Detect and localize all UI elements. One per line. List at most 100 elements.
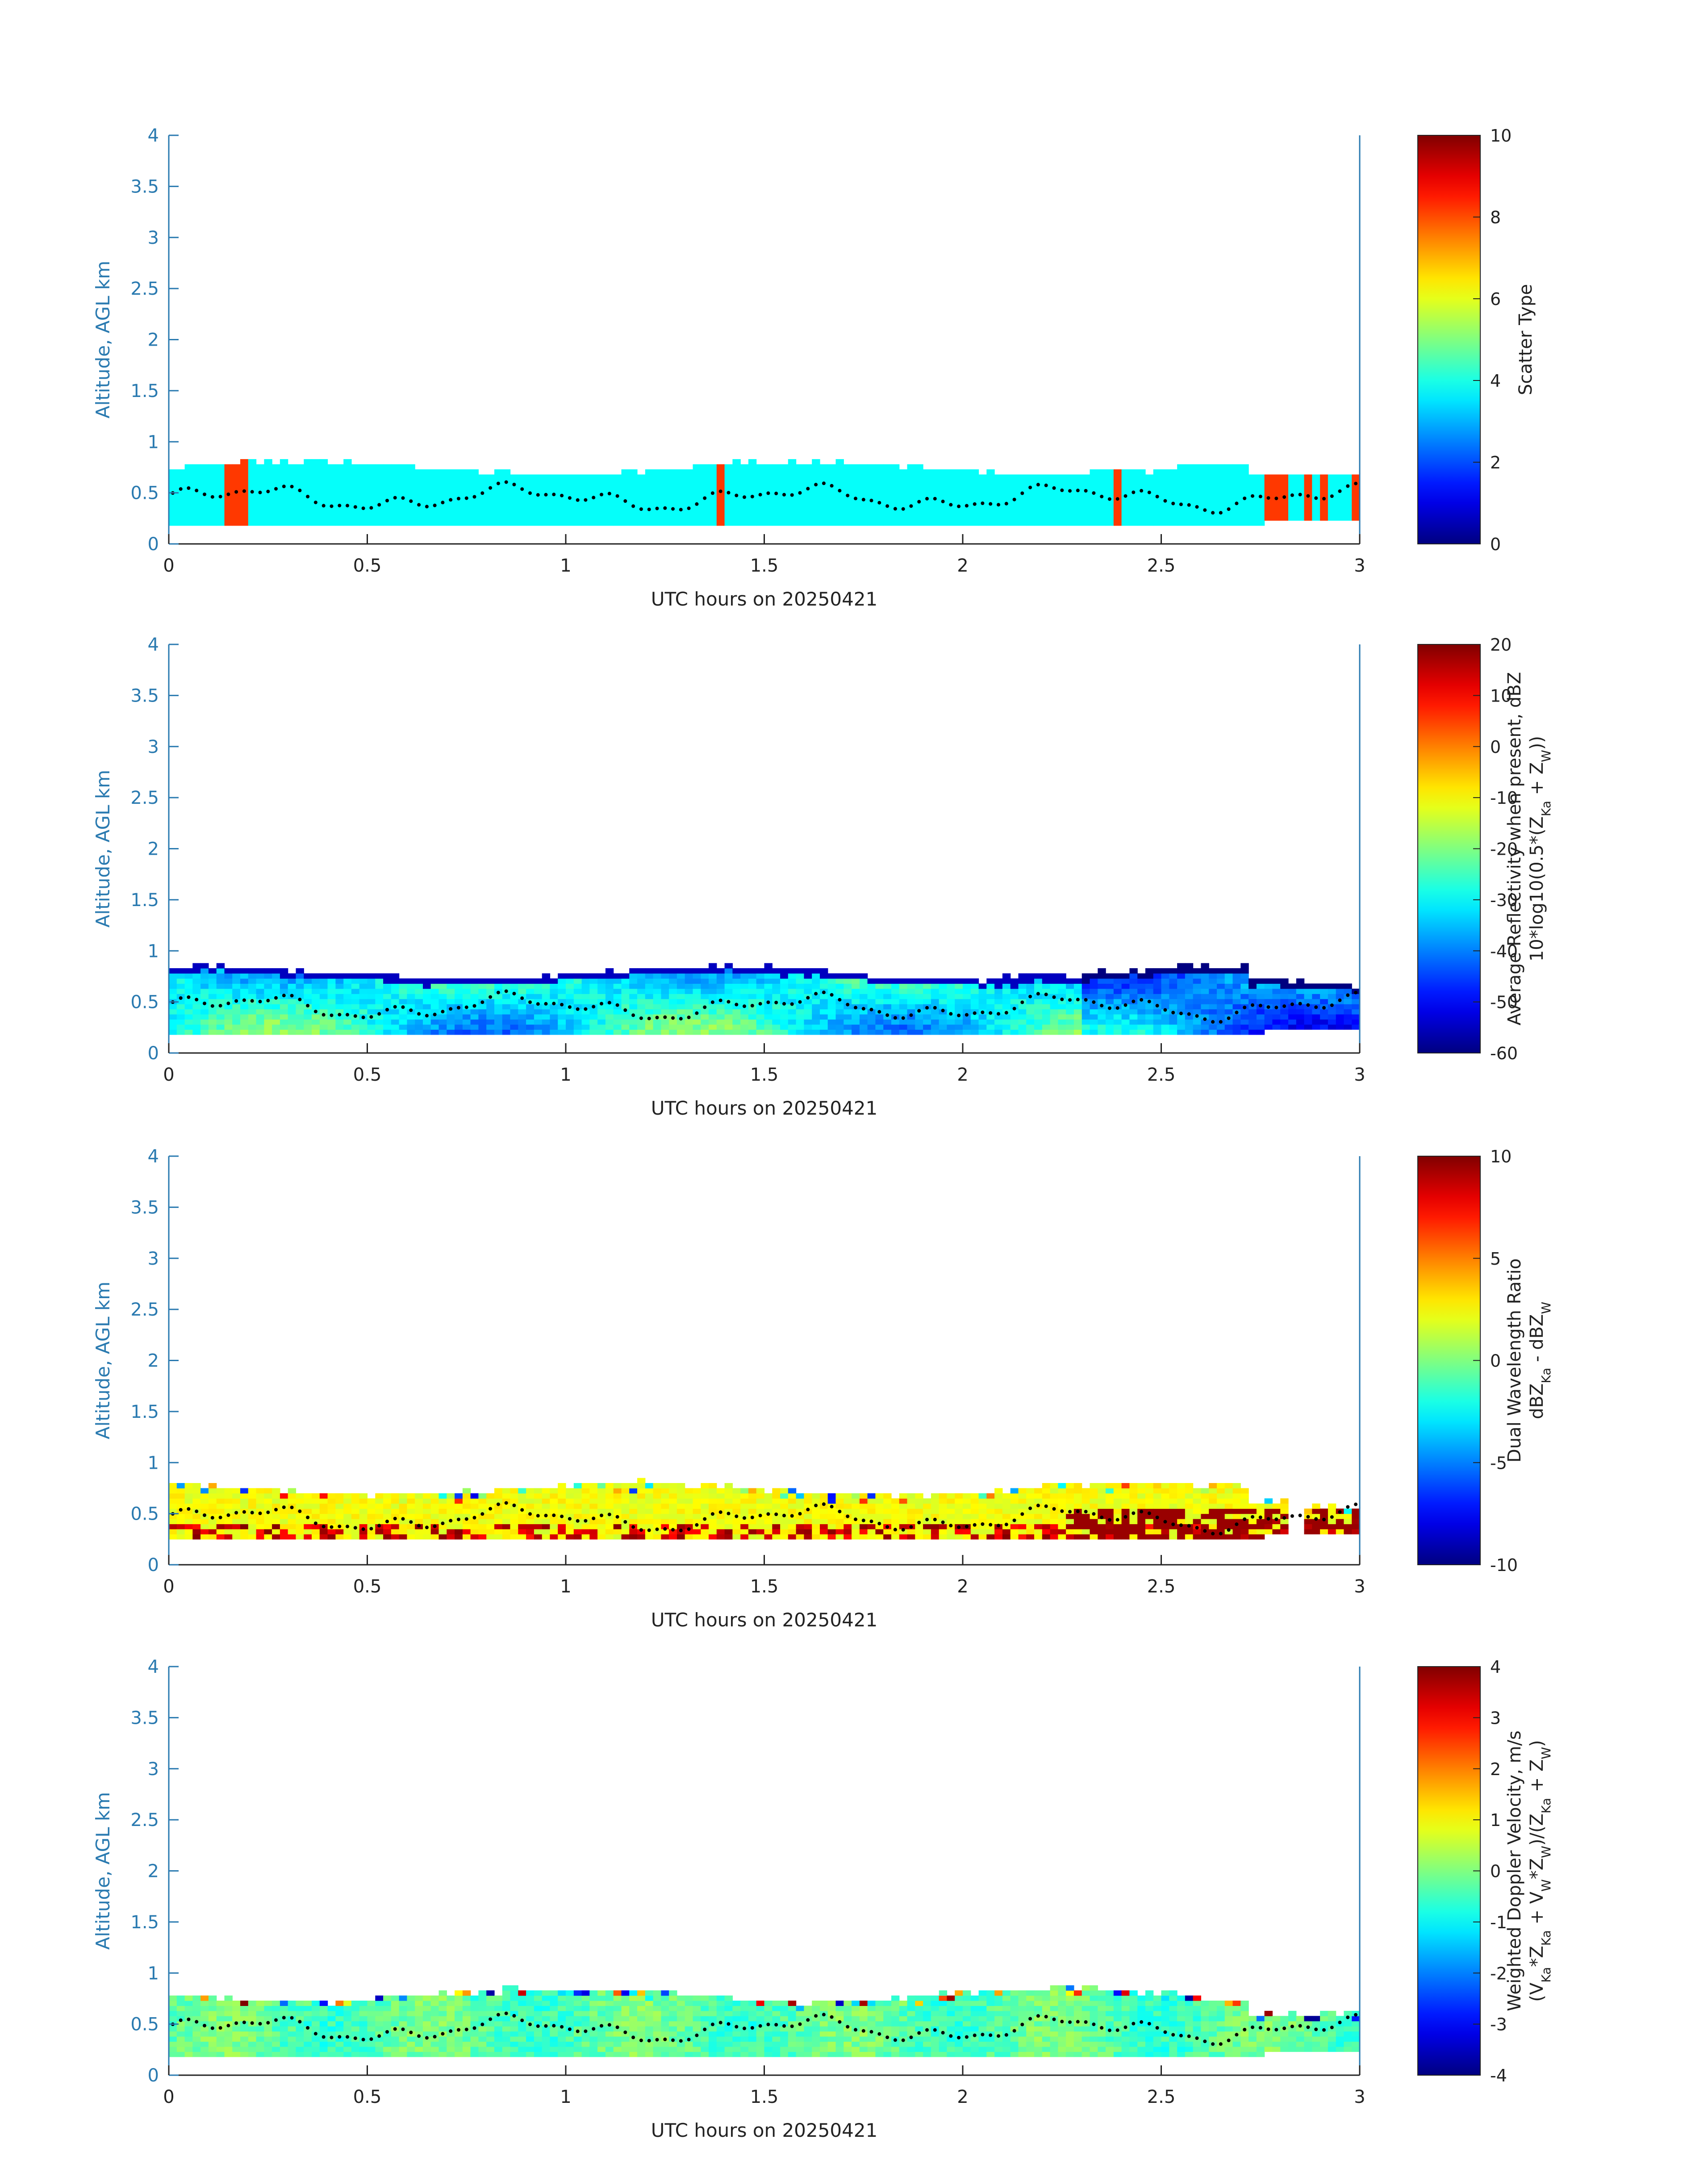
heatmap-cell — [963, 1519, 971, 1525]
heatmap-cell — [447, 500, 455, 506]
heatmap-cell — [192, 973, 201, 979]
heatmap-cell — [534, 489, 543, 495]
heatmap-cell — [1201, 983, 1209, 989]
heatmap-cell — [891, 978, 900, 984]
heatmap-cell — [566, 983, 574, 989]
heatmap-cell — [1336, 1024, 1345, 1030]
heatmap-cell — [764, 1029, 773, 1035]
heatmap-cell — [1177, 520, 1186, 526]
heatmap-cell — [740, 983, 749, 989]
heatmap-cell — [732, 1004, 741, 1010]
heatmap-cell — [367, 978, 376, 984]
heatmap-cell — [391, 474, 400, 480]
heatmap-cell — [208, 1029, 217, 1035]
heatmap-cell — [812, 485, 820, 490]
heatmap-cell — [581, 1534, 590, 1540]
heatmap-cell — [1090, 474, 1098, 480]
heatmap-cell — [1201, 968, 1209, 974]
heatmap-cell — [566, 1519, 574, 1525]
heatmap-cell — [304, 1493, 312, 1499]
heatmap-cell — [709, 1009, 717, 1015]
heatmap-cell — [724, 994, 733, 999]
heatmap-cell — [494, 474, 503, 480]
heatmap-cell — [1098, 983, 1106, 989]
heatmap-cell — [978, 1513, 987, 1519]
heatmap-cell — [1121, 505, 1130, 511]
heatmap-cell — [1352, 489, 1360, 495]
heatmap-cell — [176, 999, 185, 1004]
heatmap-cell — [1249, 510, 1257, 516]
heatmap-cell — [875, 485, 884, 490]
heatmap-cell — [550, 1019, 558, 1025]
heatmap-cell — [970, 1529, 979, 1534]
heatmap-cell — [343, 474, 352, 480]
heatmap-cell — [605, 1014, 614, 1020]
heatmap-cell — [1113, 1009, 1122, 1015]
heatmap-cell — [788, 1534, 797, 1540]
heatmap-cell — [732, 1508, 741, 1514]
heatmap-cell — [883, 515, 892, 521]
heatmap-cell — [581, 515, 590, 521]
heatmap-cell — [947, 1508, 955, 1514]
y-tick-label: 0.5 — [130, 483, 159, 504]
heatmap-cell — [176, 1529, 185, 1534]
heatmap-cell — [661, 1503, 669, 1509]
heatmap-cell — [835, 510, 844, 516]
heatmap-cell — [899, 1529, 908, 1534]
heatmap-cell — [963, 1529, 971, 1534]
heatmap-cell — [685, 520, 693, 526]
trace-dot — [1298, 1002, 1302, 1006]
heatmap-cell — [573, 1024, 582, 1030]
heatmap-cell — [772, 1004, 781, 1010]
heatmap-cell — [1113, 1019, 1122, 1025]
heatmap-cell — [669, 474, 677, 480]
heatmap-cell — [256, 983, 264, 989]
heatmap-cell — [1121, 515, 1130, 521]
heatmap-cell — [581, 1009, 590, 1015]
heatmap-cell — [820, 510, 828, 516]
heatmap-cell — [264, 968, 272, 974]
heatmap-cell — [796, 495, 804, 501]
heatmap-cell — [1002, 988, 1011, 994]
heatmap-cell — [859, 999, 868, 1004]
heatmap-cell — [827, 978, 836, 984]
heatmap-cell — [304, 474, 312, 480]
heatmap-cell — [1209, 968, 1217, 974]
heatmap-cell — [1249, 994, 1257, 999]
heatmap-cell — [709, 1493, 717, 1499]
heatmap-cell — [1256, 485, 1265, 490]
heatmap-cell — [1002, 479, 1011, 485]
heatmap-cell — [1224, 464, 1233, 470]
heatmap-cell — [1113, 489, 1122, 495]
heatmap-cell — [169, 1014, 177, 1020]
heatmap-cell — [629, 1508, 638, 1514]
trace-dot — [814, 483, 818, 487]
heatmap-cell — [788, 495, 797, 501]
heatmap-cell — [923, 469, 931, 475]
heatmap-cell — [1328, 1014, 1336, 1020]
heatmap-cell — [518, 479, 526, 485]
heatmap-cell — [319, 1004, 328, 1010]
heatmap-cell — [955, 1513, 963, 1519]
heatmap-cell — [796, 988, 804, 994]
heatmap-cell — [534, 520, 543, 526]
heatmap-cell — [462, 1024, 471, 1030]
heatmap-cell — [653, 1498, 661, 1504]
heatmap-cell — [716, 994, 725, 999]
heatmap-cell — [637, 489, 646, 495]
heatmap-cell — [852, 474, 860, 480]
heatmap-cell — [510, 520, 518, 526]
heatmap-cell — [1145, 1009, 1154, 1015]
heatmap-cell — [176, 510, 185, 516]
heatmap-cell — [1073, 1029, 1082, 1035]
trace-dot — [1163, 1008, 1167, 1012]
trace-dot — [1243, 497, 1247, 500]
trace-dot — [480, 491, 484, 495]
heatmap-cell — [899, 983, 908, 989]
heatmap-cell — [1073, 474, 1082, 480]
heatmap-cell — [232, 1503, 241, 1509]
heatmap-cell — [669, 1493, 677, 1499]
heatmap-cell — [359, 500, 368, 506]
heatmap-cell — [820, 464, 828, 470]
heatmap-cell — [478, 505, 487, 511]
